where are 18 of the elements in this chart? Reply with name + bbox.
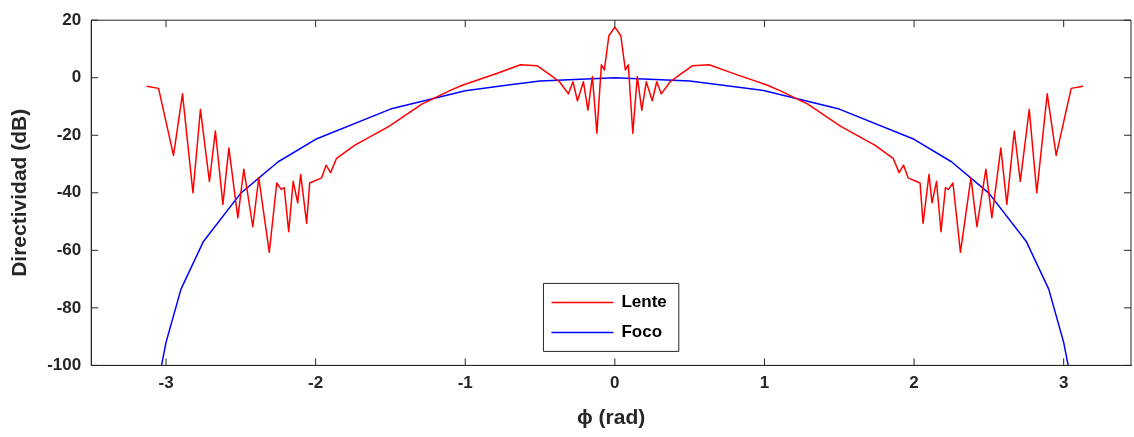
- x-axis-title: ϕ (rad): [576, 405, 646, 429]
- x-tick-label: 3: [1058, 373, 1069, 393]
- x-tick-label: 0: [610, 373, 620, 393]
- y-tick-label: -60: [56, 240, 82, 260]
- x-tick-label: -3: [158, 373, 174, 393]
- x-tick-label: 2: [909, 373, 919, 393]
- y-tick-label: -20: [56, 124, 82, 144]
- y-tick-label: -80: [56, 297, 82, 317]
- x-tick-label: -1: [457, 373, 473, 393]
- legend-label: Lente: [621, 292, 667, 312]
- y-tick-label: 20: [62, 9, 82, 29]
- y-tick-label: 0: [71, 67, 82, 87]
- x-tick-label: 1: [759, 373, 770, 393]
- y-axis-title: Directividad (dB): [7, 108, 31, 277]
- y-tick-label: -40: [56, 182, 82, 202]
- legend-label: Foco: [621, 322, 663, 342]
- y-tick-label: -100: [47, 355, 82, 375]
- x-tick-label: -2: [308, 373, 324, 393]
